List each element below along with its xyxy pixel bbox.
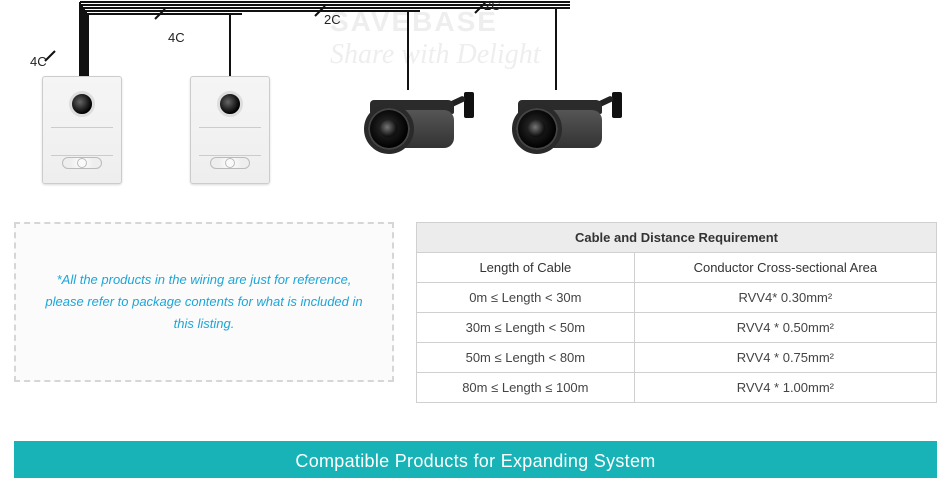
table-column-header: Conductor Cross-sectional Area xyxy=(634,253,936,283)
info-row: *All the products in the wiring are just… xyxy=(0,200,951,413)
cctv-camera-1 xyxy=(350,86,480,166)
reference-note: *All the products in the wiring are just… xyxy=(14,222,394,382)
camera-lens-icon xyxy=(364,104,414,154)
table-cell: RVV4 * 1.00mm² xyxy=(634,373,936,403)
wire-label-4c-mid: 4C xyxy=(168,30,185,45)
wiring-diagram: SAVEBASE Share with Delight 4C 4C 2C 2C xyxy=(0,0,951,200)
door-station-lens-icon xyxy=(69,91,95,117)
divider xyxy=(51,127,113,128)
door-station-2 xyxy=(190,76,270,184)
table-column-header: Length of Cable xyxy=(417,253,635,283)
table-cell: 0m ≤ Length < 30m xyxy=(417,283,635,313)
divider xyxy=(199,127,261,128)
cctv-camera-2 xyxy=(498,86,628,166)
reference-note-text: *All the products in the wiring are just… xyxy=(42,269,366,335)
section-header-expanding-products: Compatible Products for Expanding System xyxy=(14,441,937,478)
table-cell: RVV4* 0.30mm² xyxy=(634,283,936,313)
camera-lens-icon xyxy=(512,104,562,154)
divider xyxy=(199,155,261,156)
table-cell: 30m ≤ Length < 50m xyxy=(417,313,635,343)
table-row: 50m ≤ Length < 80mRVV4 * 0.75mm² xyxy=(417,343,937,373)
wire-label-2c-a: 2C xyxy=(324,12,341,27)
table-title: Cable and Distance Requirement xyxy=(417,223,937,253)
table-cell: RVV4 * 0.50mm² xyxy=(634,313,936,343)
door-station-lens-icon xyxy=(217,91,243,117)
table-cell: 50m ≤ Length < 80m xyxy=(417,343,635,373)
wire-label-4c-left: 4C xyxy=(30,54,47,69)
divider xyxy=(51,155,113,156)
door-station-call-button-icon xyxy=(210,157,250,169)
table-row: 30m ≤ Length < 50mRVV4 * 0.50mm² xyxy=(417,313,937,343)
table-row: 80m ≤ Length ≤ 100mRVV4 * 1.00mm² xyxy=(417,373,937,403)
door-station-call-button-icon xyxy=(62,157,102,169)
cable-requirement-table: Cable and Distance Requirement Length of… xyxy=(416,222,937,403)
door-station-1 xyxy=(42,76,122,184)
wire-label-2c-b: 2C xyxy=(484,0,501,13)
table-cell: RVV4 * 0.75mm² xyxy=(634,343,936,373)
table-row: 0m ≤ Length < 30mRVV4* 0.30mm² xyxy=(417,283,937,313)
table-cell: 80m ≤ Length ≤ 100m xyxy=(417,373,635,403)
